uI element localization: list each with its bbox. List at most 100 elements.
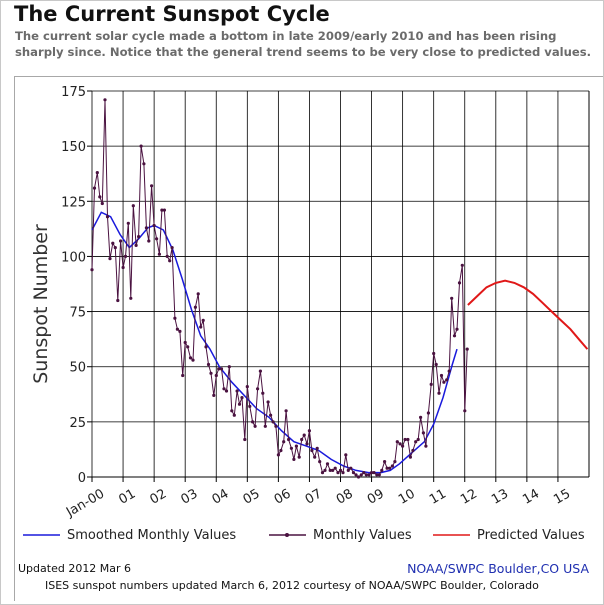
monthly-point	[201, 318, 205, 322]
monthly-point	[266, 400, 270, 404]
monthly-point	[388, 466, 392, 470]
monthly-point	[170, 246, 174, 250]
predicted-line	[467, 279, 589, 350]
monthly-point	[445, 378, 449, 382]
legend-label-smoothed: Smoothed Monthly Values	[67, 528, 236, 543]
updated-date: Updated 2012 Mar 6	[18, 562, 131, 575]
monthly-point	[437, 391, 441, 395]
monthly-point	[426, 411, 430, 415]
monthly-point	[452, 334, 457, 338]
monthly-point	[248, 404, 252, 408]
monthly-point	[204, 345, 208, 349]
monthly-point	[240, 396, 244, 400]
monthly-point	[297, 455, 301, 459]
monthly-point	[302, 433, 306, 437]
monthly-point	[230, 409, 234, 413]
monthly-point	[253, 424, 257, 428]
monthly-point	[155, 237, 159, 241]
monthly-point	[463, 409, 467, 413]
monthly-point	[162, 208, 166, 212]
monthly-point	[227, 365, 231, 369]
x-tick-label: 08	[334, 486, 356, 507]
series-predicted	[467, 279, 589, 350]
monthly-point	[193, 305, 197, 309]
monthly-point	[219, 367, 224, 371]
monthly-point	[393, 460, 397, 464]
y-tick-label: 0	[78, 471, 86, 486]
noaa-credit: NOAA/SWPC Boulder,CO USA	[407, 561, 589, 576]
legend-label-predicted: Predicted Values	[477, 528, 585, 543]
monthly-point	[411, 448, 415, 453]
x-tick-label: Jan-00	[63, 486, 107, 520]
monthly-point	[217, 367, 221, 371]
monthly-point	[258, 369, 262, 373]
monthly-point	[313, 455, 317, 459]
page-title: The Current Sunspot Cycle	[14, 2, 330, 26]
monthly-point	[175, 327, 179, 331]
monthly-point	[105, 215, 110, 219]
monthly-point	[414, 440, 418, 444]
monthly-point	[98, 195, 102, 199]
x-tick-label: 03	[179, 486, 201, 507]
monthly-point	[119, 239, 123, 243]
monthly-point	[341, 471, 345, 475]
monthly-point	[243, 437, 247, 442]
monthly-point	[144, 226, 148, 230]
monthly-point	[103, 98, 107, 102]
monthly-point	[282, 440, 286, 444]
monthly-point	[292, 457, 296, 461]
monthly-point	[209, 371, 213, 375]
monthly-point	[129, 296, 133, 300]
monthly-point	[377, 473, 381, 477]
monthly-point	[188, 356, 193, 360]
monthly-point	[408, 455, 412, 459]
monthly-point	[323, 468, 327, 472]
legend-label-monthly: Monthly Values	[313, 528, 412, 543]
monthly-point	[380, 468, 384, 472]
monthly-point	[212, 393, 216, 397]
monthly-point	[191, 358, 195, 362]
monthly-point	[196, 292, 200, 296]
x-tick-label: 07	[303, 486, 325, 507]
x-tick-label: 06	[272, 486, 294, 507]
x-axis-ticks: Jan-00 01 02 03 04 05 06 07 08 09 10 11 12 13 14 15	[63, 477, 573, 521]
x-tick-label: 05	[241, 486, 263, 507]
x-tick-label: 15	[551, 486, 573, 507]
monthly-point	[328, 468, 332, 472]
monthly-point	[237, 402, 242, 406]
monthly-point	[356, 475, 361, 479]
monthly-point	[147, 239, 151, 243]
monthly-point	[432, 351, 436, 356]
monthly-point	[429, 382, 433, 386]
monthly-point	[395, 440, 399, 444]
y-tick-label: 25	[69, 416, 86, 431]
monthly-point	[315, 446, 319, 450]
x-tick-label: 01	[116, 486, 138, 507]
monthly-point	[447, 369, 451, 373]
monthly-point	[333, 466, 337, 470]
x-tick-label: 04	[210, 486, 232, 507]
monthly-point	[181, 373, 185, 378]
monthly-point	[364, 473, 368, 477]
monthly-point	[214, 373, 218, 378]
y-tick-label: 150	[61, 140, 86, 155]
monthly-point	[108, 257, 112, 261]
monthly-point	[150, 184, 154, 188]
monthly-point	[139, 144, 143, 148]
monthly-point	[165, 254, 169, 258]
monthly-point	[131, 204, 135, 208]
monthly-point	[294, 444, 298, 448]
monthly-point	[359, 473, 363, 477]
monthly-point	[383, 460, 387, 464]
monthly-point	[284, 409, 288, 413]
monthly-point	[336, 471, 340, 475]
monthly-point	[142, 162, 146, 166]
monthly-point	[421, 431, 425, 435]
monthly-point	[354, 473, 358, 477]
monthly-point	[346, 468, 350, 472]
monthly-point	[224, 389, 229, 393]
source-note: ISES sunspot numbers updated March 6, 20…	[45, 579, 539, 592]
monthly-point	[318, 460, 322, 464]
y-tick-label: 75	[69, 306, 86, 321]
monthly-point	[160, 208, 164, 212]
